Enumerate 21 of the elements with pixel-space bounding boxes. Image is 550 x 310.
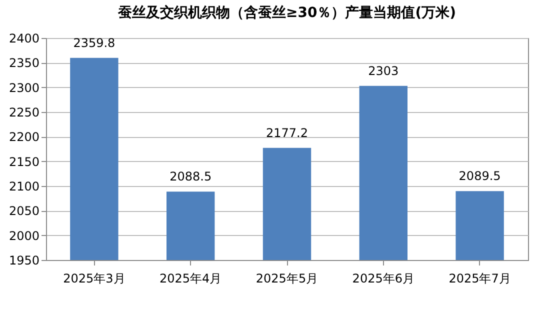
x-tick-label: 2025年6月: [352, 272, 414, 286]
x-tick-label: 2025年3月: [63, 272, 126, 286]
x-tick-label: 2025年5月: [256, 272, 318, 286]
y-tick-label: 2200: [8, 130, 40, 144]
data-label: 2088.5: [170, 170, 212, 184]
y-tick-label: 2100: [8, 180, 40, 194]
y-tick-label: 2050: [8, 204, 40, 218]
x-tick-label: 2025年4月: [160, 272, 222, 286]
y-tick-label: 2000: [8, 228, 40, 243]
chart-title: 蚕丝及交织机织物（含蚕丝≥30％）产量当期值(万米): [116, 4, 456, 21]
data-label: 2303: [368, 64, 399, 78]
y-tick-label: 1950: [8, 254, 40, 268]
y-tick-label: 2250: [8, 106, 40, 120]
data-label: 2359.8: [73, 36, 116, 50]
y-tick-label: 2150: [8, 154, 40, 169]
y-tick-label: 2400: [8, 32, 40, 46]
x-tick-label: 2025年7月: [448, 272, 511, 286]
data-label: 2089.5: [458, 169, 501, 184]
y-tick-label: 2300: [8, 80, 40, 95]
y-tick-label: 2350: [8, 56, 40, 70]
data-label: 2177.2: [266, 126, 308, 140]
